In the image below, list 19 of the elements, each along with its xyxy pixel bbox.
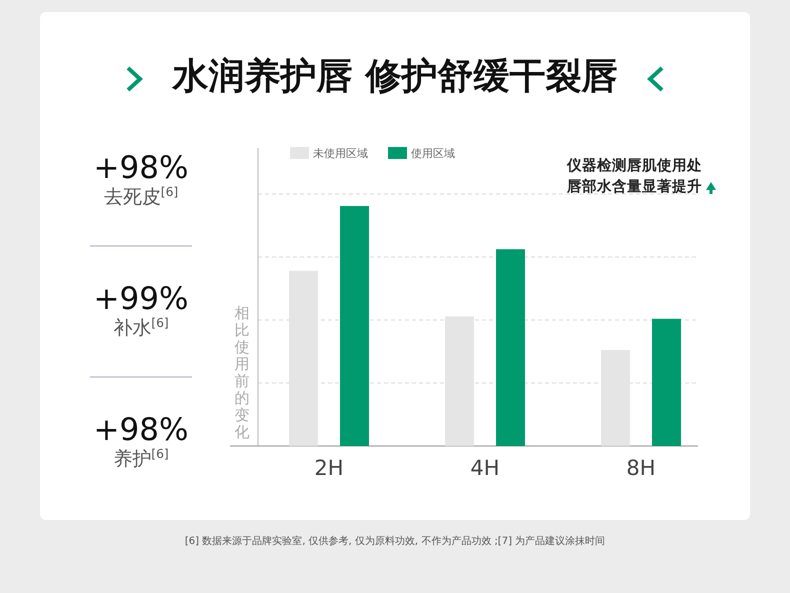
x-tick-label: 8H (626, 456, 656, 480)
text: 唇部水含量显著提升 (566, 177, 702, 195)
bar (652, 318, 681, 446)
chart-title: 水润养护唇 修护舒缓干裂唇 (172, 56, 618, 97)
text: 补水$^{[6]}$ (113, 316, 169, 339)
text: 养护$^{[6]}$ (113, 447, 169, 470)
bar (340, 206, 369, 446)
text: 仪器检测唇肌使用处 (566, 157, 702, 174)
x-tick-label: 4H (470, 456, 500, 480)
y-axis-title: 相比使用前的变化 (234, 304, 250, 441)
bar (496, 249, 525, 446)
text: +98% (94, 150, 188, 186)
text: 去死皮$^{[6]}$ (104, 185, 178, 208)
legend-label: 使用区域 (411, 147, 455, 160)
legend-label: 未使用区域 (313, 147, 368, 160)
x-tick-label: 2H (314, 456, 344, 480)
text: [6] 数据来源于品牌实验室, 仅供参考, 仅为原料功效, 不作为产品功效 ;[7] 为产品建议涂抹时间 (184, 535, 606, 547)
text: +99% (94, 281, 188, 317)
text: +98% (94, 412, 188, 448)
